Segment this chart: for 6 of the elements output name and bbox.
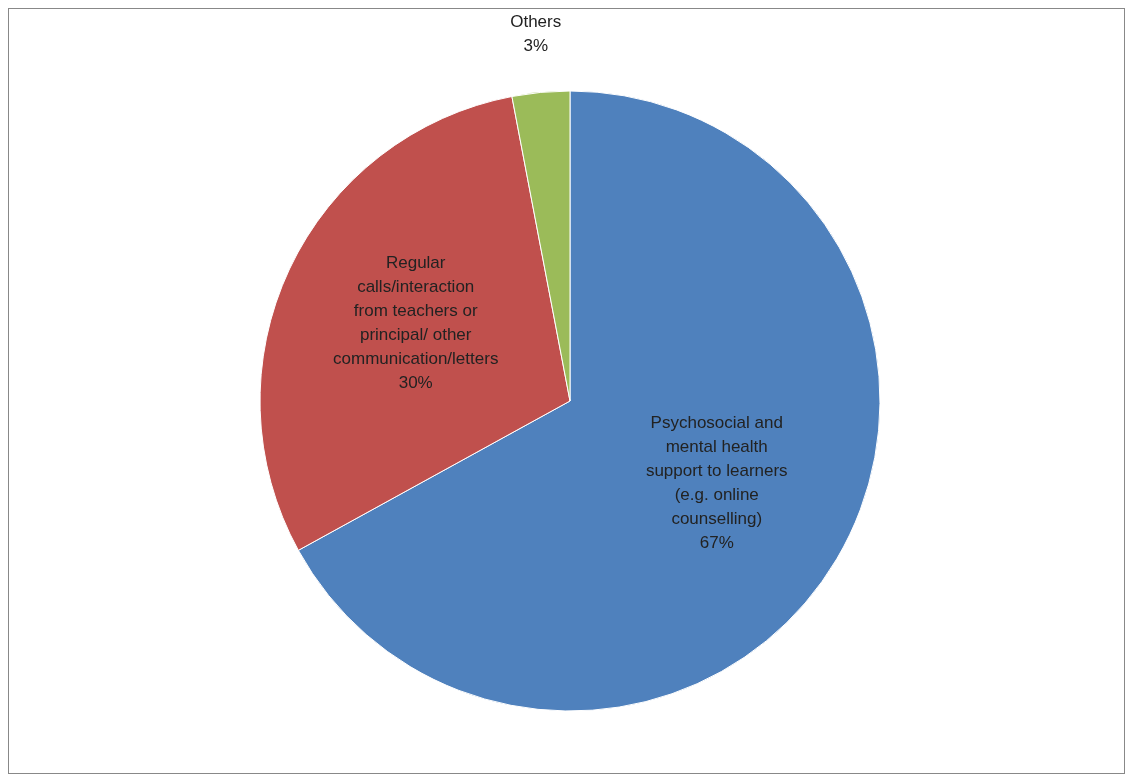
data-label: 30% (398, 373, 433, 393)
slice-label: Regular calls/interaction from teachers or principal/ other communication/letters (333, 253, 499, 369)
data-label: 67% (699, 532, 734, 552)
slice-label: Others (510, 11, 562, 31)
slice-label: Psychosocial and mental health support to learners (e.g. online counselling) (645, 412, 788, 528)
data-label: 3% (523, 35, 549, 55)
